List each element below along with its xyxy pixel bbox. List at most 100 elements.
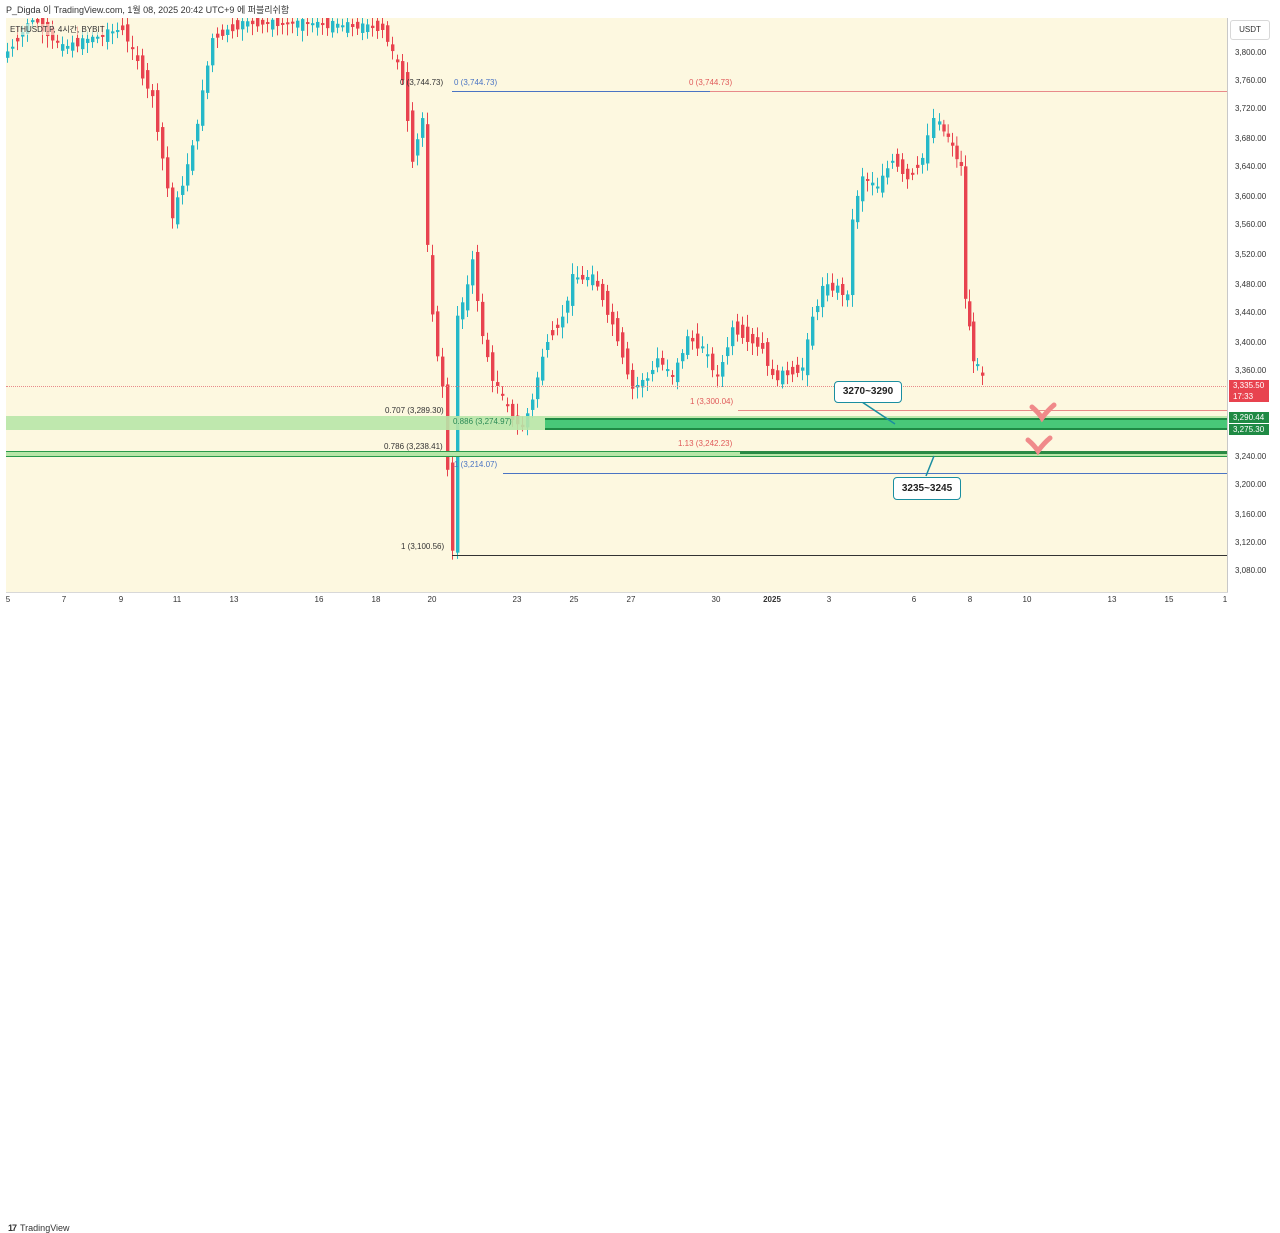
candle-body	[666, 369, 670, 372]
candle-body	[126, 24, 130, 42]
candle-body	[66, 45, 70, 49]
candle-body	[341, 25, 345, 28]
candle-body	[261, 19, 265, 25]
time-tick: 1	[1222, 595, 1228, 604]
price-tick: 3,480.00	[1235, 280, 1267, 289]
candle-body	[901, 159, 905, 174]
candle-body	[266, 22, 270, 25]
candle-body	[746, 326, 750, 342]
time-tick: 15	[1164, 595, 1174, 604]
candle-body	[156, 90, 160, 132]
candle-body	[331, 20, 335, 33]
candle-body	[836, 285, 840, 293]
candle-body	[886, 168, 890, 178]
candle-body	[586, 276, 590, 281]
time-tick: 20	[427, 595, 437, 604]
candle-body	[406, 72, 410, 121]
callout-upper[interactable]: 3270~3290	[834, 381, 902, 403]
candle-body	[376, 20, 380, 32]
fib-0707-label: 0.707 (3,289.30)	[385, 406, 444, 415]
fib-line-1-red	[738, 410, 1228, 411]
candle-body	[391, 44, 395, 52]
fib-line-0-red	[710, 91, 1228, 92]
symbol-label[interactable]: ETHUSDT.P, 4시간, BYBIT	[10, 24, 105, 35]
candle-body	[876, 186, 880, 189]
candle-body	[291, 21, 295, 24]
candle-body	[281, 22, 285, 25]
candle-body	[576, 277, 580, 280]
candle-body	[501, 393, 505, 396]
candle-body	[646, 378, 650, 381]
candle-body	[781, 370, 785, 385]
candle-body	[626, 348, 630, 375]
price-tick: 3,520.00	[1235, 250, 1267, 259]
candle-body	[361, 23, 365, 33]
time-tick: 2025	[763, 595, 781, 604]
candle-body	[211, 38, 215, 66]
candle-body	[959, 162, 964, 166]
price-tick: 3,120.00	[1235, 538, 1267, 547]
price-axis[interactable]	[1229, 18, 1280, 592]
candle-body	[6, 51, 10, 58]
currency-selector[interactable]: USDT	[1230, 20, 1270, 40]
footer: 17 TradingView	[0, 608, 1280, 1233]
candle-body	[942, 124, 946, 132]
candle-body	[471, 259, 475, 286]
candle-body	[701, 346, 705, 349]
candle-body	[466, 284, 470, 311]
candle-body	[606, 290, 610, 315]
candle-body	[741, 324, 745, 338]
candle-body	[356, 21, 360, 29]
price-tick: 3,760.00	[1235, 76, 1267, 85]
candle-body	[911, 172, 915, 175]
candle-body	[36, 18, 40, 23]
candle-body	[431, 255, 435, 315]
candle-body	[541, 356, 545, 381]
tradingview-brand[interactable]: 17 TradingView	[8, 1223, 70, 1233]
candle-body	[326, 18, 330, 29]
candle-body	[536, 377, 540, 400]
fib-line-1-blue	[503, 473, 1228, 474]
candle-body	[271, 19, 275, 30]
candle-body	[621, 332, 625, 358]
price-tick: 3,560.00	[1235, 220, 1267, 229]
time-tick: 25	[569, 595, 579, 604]
candle-body	[566, 300, 570, 313]
candle-body	[932, 117, 936, 139]
chart-area[interactable]	[6, 18, 1228, 592]
time-tick: 9	[118, 595, 124, 604]
candlestick-series	[6, 18, 985, 560]
candle-body	[316, 21, 320, 28]
candle-body	[181, 185, 185, 195]
candle-body	[346, 22, 350, 33]
callout-lower[interactable]: 3235~3245	[893, 477, 961, 500]
candle-body	[486, 339, 490, 358]
candle-body	[96, 36, 100, 39]
candle-body	[336, 23, 340, 28]
candle-body	[686, 336, 690, 355]
time-axis[interactable]	[6, 592, 1228, 609]
candle-body	[121, 25, 125, 31]
candle-body	[161, 127, 165, 159]
candle-body	[136, 55, 140, 62]
candle-body	[756, 337, 760, 347]
time-tick: 11	[172, 595, 182, 604]
candle-body	[972, 321, 976, 362]
publish-header: P_Digda 이 TradingView.com, 1월 08, 2025 2…	[0, 0, 1280, 18]
price-tick: 3,800.00	[1235, 48, 1267, 57]
candle-countdown: 17:33	[1233, 392, 1254, 401]
candle-body	[791, 366, 795, 375]
candle-body	[511, 403, 515, 421]
candle-body	[661, 357, 665, 365]
candle-body	[396, 59, 400, 63]
fib-0-blue-label: 0 (3,744.73)	[454, 78, 498, 87]
fib-1-red-label: 1 (3,300.04)	[690, 397, 734, 406]
price-tick: 3,160.00	[1235, 510, 1267, 519]
candle-body	[641, 379, 645, 388]
candle-body	[321, 23, 325, 26]
time-tick: 3	[826, 595, 832, 604]
candle-body	[581, 274, 585, 280]
time-tick: 18	[371, 595, 381, 604]
candle-body	[811, 316, 815, 346]
candle-body	[571, 274, 575, 306]
